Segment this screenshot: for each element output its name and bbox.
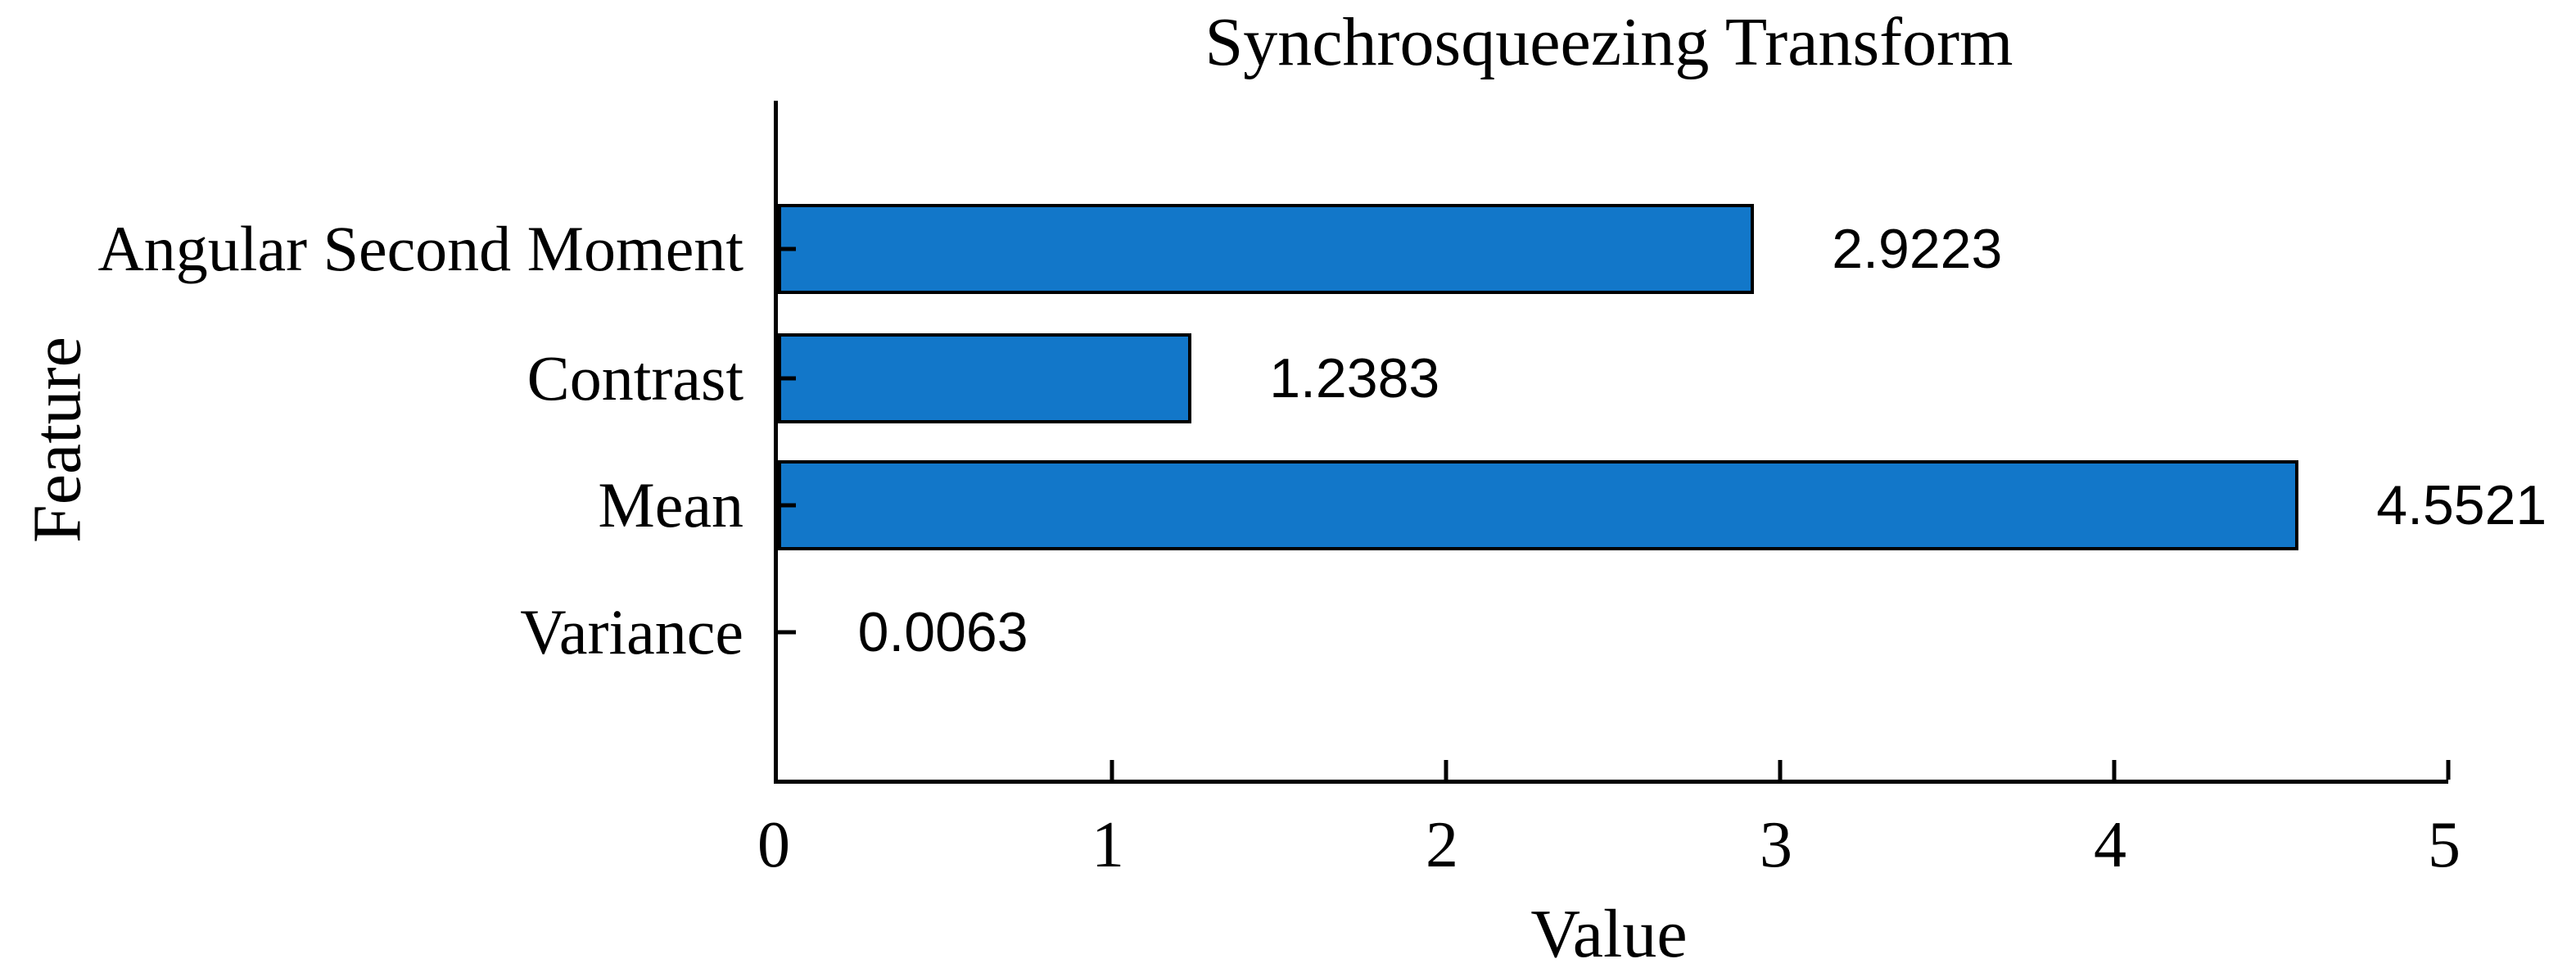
y-tick-label: Mean [598, 469, 743, 541]
chart-title: Synchrosqueezing Transform [1204, 4, 2013, 80]
x-tick-label: 5 [2428, 809, 2461, 881]
x-tick-label: 2 [1426, 809, 1458, 881]
x-tick-label: 1 [1091, 809, 1124, 881]
x-tick [1444, 760, 1448, 780]
y-tick-label: Variance [520, 596, 743, 668]
y-tick [778, 376, 796, 381]
bar [778, 332, 1192, 424]
x-tick [1778, 760, 1783, 780]
bar-value-label: 0.0063 [857, 601, 1028, 664]
bar [778, 203, 1755, 294]
x-tick [2446, 760, 2451, 780]
x-tick-label: 0 [757, 809, 790, 881]
x-axis-title: Value [1530, 896, 1688, 972]
y-tick [778, 503, 796, 508]
x-tick-label: 4 [2094, 809, 2126, 881]
x-tick [2112, 760, 2117, 780]
y-tick-label: Contrast [526, 342, 743, 414]
x-tick [1109, 760, 1114, 780]
bar [778, 459, 2299, 551]
bar-value-label: 4.5521 [2376, 474, 2547, 537]
y-tick-label: Angular Second Moment [97, 212, 743, 284]
bar-value-label: 1.2383 [1269, 347, 1440, 410]
x-tick-labels: 0 1 2 3 4 5 [0, 812, 2576, 886]
x-tick-label: 3 [1760, 809, 1792, 881]
y-tick-labels: Angular Second Moment Contrast Mean Varianc… [0, 101, 743, 780]
bar-value-label: 2.9223 [1832, 217, 2003, 280]
plot-area: 2.9223 1.2383 4.5521 0.0063 [774, 101, 2547, 784]
y-tick [778, 247, 796, 251]
y-tick [778, 630, 796, 635]
